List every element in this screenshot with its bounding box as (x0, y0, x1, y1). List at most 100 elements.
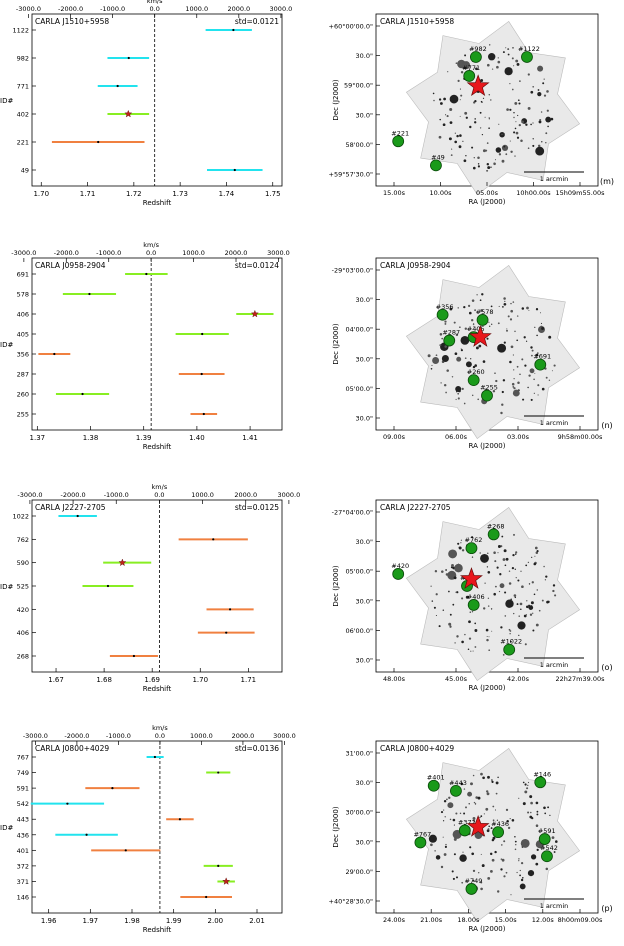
field-source (474, 803, 477, 805)
field-source (498, 590, 501, 593)
redshift-point (217, 864, 220, 867)
field-source (520, 570, 522, 572)
std-label: std=0.0124 (235, 261, 279, 270)
agn-star-marker (118, 558, 127, 567)
y-tick-label: 406 (17, 629, 29, 637)
field-source (535, 801, 539, 805)
field-source (459, 88, 461, 90)
field-source (488, 636, 490, 638)
field-source (453, 824, 455, 826)
redshift-point (106, 584, 110, 588)
field-source (457, 392, 460, 395)
field-source (513, 594, 517, 597)
field-source (480, 887, 483, 891)
y-tick-label: 405 (17, 331, 29, 339)
source-label: #436 (491, 820, 509, 828)
field-source (438, 625, 441, 628)
field-source (526, 306, 529, 310)
field-source (506, 329, 508, 332)
field-source (491, 68, 494, 70)
source-marker (414, 836, 427, 849)
redshift-point (233, 168, 236, 172)
field-source (487, 605, 490, 607)
source-marker (492, 826, 505, 839)
field-source (540, 322, 543, 324)
field-source (473, 820, 475, 822)
field-source (480, 853, 482, 855)
field-source (513, 612, 515, 615)
field-source (486, 635, 488, 638)
field-source (518, 102, 521, 105)
field-source (456, 356, 462, 362)
field-source (430, 367, 433, 370)
field-source (445, 843, 447, 846)
field-source (490, 870, 493, 873)
redshift-point (217, 771, 220, 774)
field-source (509, 360, 512, 364)
redshift-point (228, 608, 232, 611)
field-source (468, 311, 472, 315)
field-source (516, 136, 520, 139)
field-source (461, 597, 464, 600)
field-source (451, 148, 453, 150)
field-source (455, 591, 457, 594)
field-source (443, 383, 447, 387)
field-source (532, 629, 535, 632)
field-source (514, 330, 516, 333)
field-source (439, 344, 442, 347)
field-source (454, 140, 458, 144)
agn-star-icon (466, 814, 490, 837)
field-source (515, 577, 517, 579)
field-source (468, 620, 471, 624)
source-marker (467, 374, 480, 387)
dec-tick-label: 05'00.0" (345, 568, 373, 576)
field-source (449, 307, 453, 311)
field-source (522, 781, 525, 784)
y-tick-label: 982 (17, 55, 29, 63)
ra-axis-label: RA (J2000) (469, 442, 506, 450)
x-tick-label: 1.73 (172, 190, 188, 198)
field-source (455, 398, 457, 401)
y-tick-label: 146 (17, 894, 29, 902)
field-source (470, 650, 472, 652)
std-label: std=0.0136 (235, 744, 279, 753)
dec-tick-label: -29°03'00.0" (332, 267, 373, 275)
plot-frame (31, 257, 283, 431)
kms-tick-label: 3000.0 (267, 249, 290, 257)
field-source (506, 328, 508, 330)
panel-letter: (n) (601, 421, 612, 430)
field-source (433, 606, 436, 609)
field-source (503, 302, 507, 306)
field-source (537, 89, 540, 91)
source-label: #372 (458, 818, 476, 826)
field-source (544, 812, 547, 815)
field-source (490, 827, 493, 830)
field-source (483, 607, 486, 610)
field-source (465, 116, 468, 119)
field-source (535, 146, 545, 156)
kms-tick-label: 1000.0 (190, 732, 213, 740)
redshift-point (202, 412, 205, 416)
redshift-plot: 1.96 1.97 1.98 1.99 2.00 2.01 Redshift -3000.0 -… (0, 724, 296, 934)
field-source (458, 546, 462, 550)
field-source (449, 818, 452, 821)
source-label: #771 (462, 64, 480, 72)
field-source (511, 57, 514, 60)
field-source (517, 99, 520, 102)
field-source (493, 551, 496, 554)
field-source (430, 843, 433, 847)
x-tick-label: 1.39 (136, 434, 152, 442)
field-source (457, 397, 460, 400)
field-source (528, 604, 531, 607)
field-source (449, 121, 453, 124)
field-source (474, 118, 476, 120)
y-tick-label: 591 (17, 785, 29, 793)
source-label: #255 (480, 384, 498, 392)
field-source (457, 307, 459, 309)
redshift-point (127, 56, 130, 60)
x-tick-label: 1.99 (166, 917, 182, 925)
field-source (525, 340, 528, 342)
x-tick-label: 1.72 (126, 190, 142, 198)
redshift-point (124, 849, 127, 852)
field-source (553, 851, 556, 853)
